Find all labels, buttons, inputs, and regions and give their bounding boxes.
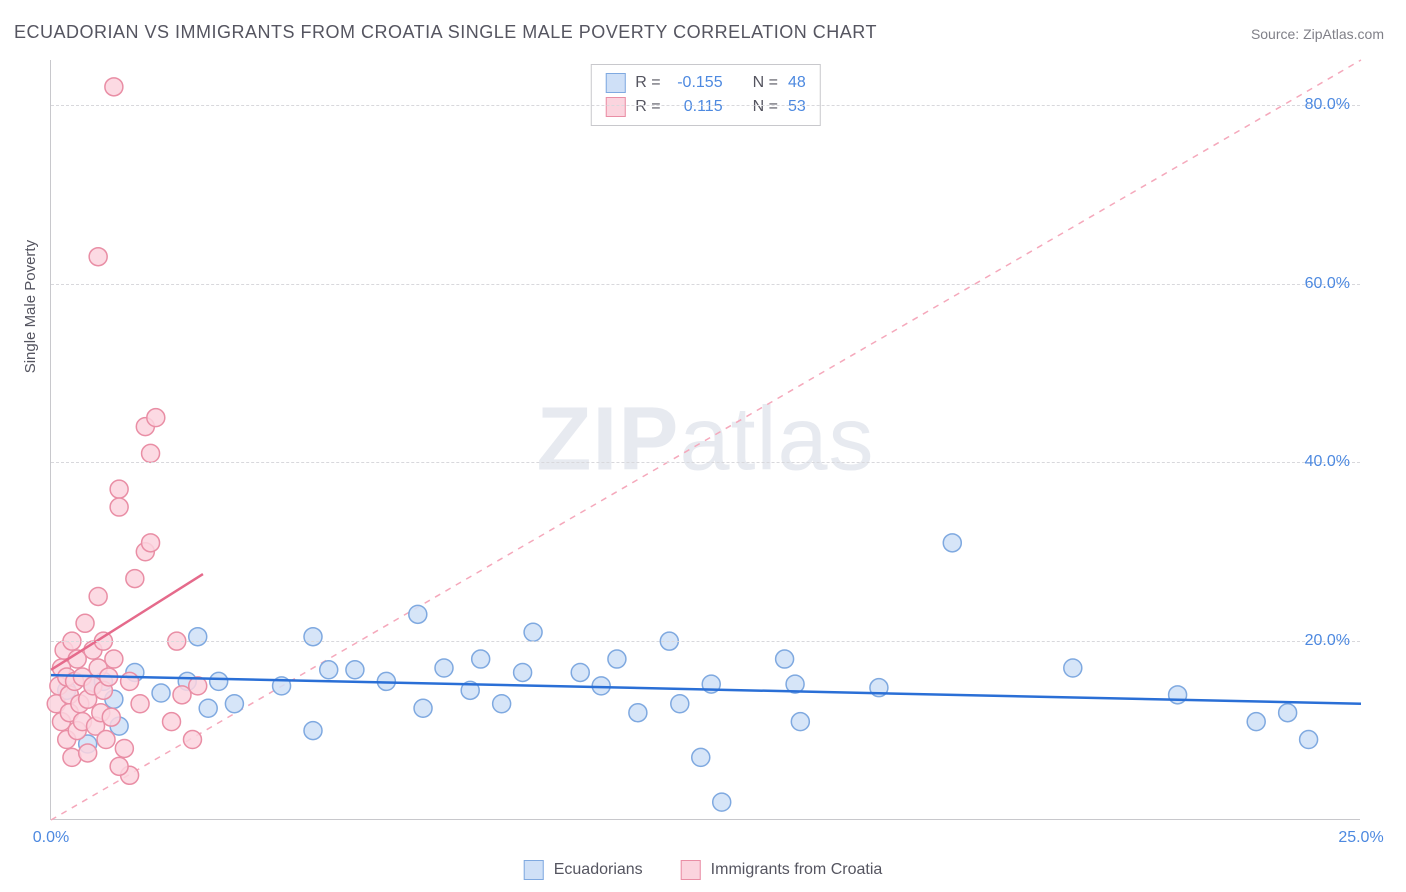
data-point-series-0 <box>791 713 809 731</box>
r-label-1: R = <box>635 95 660 119</box>
r-value-1: 0.115 <box>671 95 723 119</box>
data-point-series-0 <box>943 534 961 552</box>
data-point-series-0 <box>692 748 710 766</box>
n-label-0: N = <box>753 71 778 95</box>
data-point-series-0 <box>524 623 542 641</box>
n-value-1: 53 <box>788 95 806 119</box>
data-point-series-1 <box>79 744 97 762</box>
n-label-1: N = <box>753 95 778 119</box>
legend-item-1: Immigrants from Croatia <box>681 860 883 880</box>
data-point-series-0 <box>225 695 243 713</box>
data-point-series-0 <box>435 659 453 677</box>
legend-swatch-1 <box>681 860 701 880</box>
stats-legend: R = -0.155 N = 48 R = 0.115 N = 53 <box>590 64 820 126</box>
data-point-series-1 <box>115 739 133 757</box>
data-point-series-1 <box>126 570 144 588</box>
data-point-series-0 <box>571 663 589 681</box>
data-point-series-0 <box>304 628 322 646</box>
data-point-series-1 <box>102 708 120 726</box>
gridline <box>51 462 1360 463</box>
trend-line-series-1 <box>51 574 203 670</box>
data-point-series-1 <box>89 587 107 605</box>
data-point-series-1 <box>110 480 128 498</box>
data-point-series-1 <box>121 672 139 690</box>
legend-label-1: Immigrants from Croatia <box>711 861 883 879</box>
swatch-series-0 <box>605 73 625 93</box>
data-point-series-1 <box>147 409 165 427</box>
data-point-series-1 <box>142 534 160 552</box>
data-point-series-0 <box>189 628 207 646</box>
xtick-label: 0.0% <box>33 829 69 847</box>
data-point-series-1 <box>173 686 191 704</box>
r-label-0: R = <box>635 71 660 95</box>
data-point-series-0 <box>1247 713 1265 731</box>
chart-canvas <box>51 60 1361 820</box>
data-point-series-0 <box>320 661 338 679</box>
ytick-label: 80.0% <box>1305 96 1350 114</box>
data-point-series-1 <box>110 757 128 775</box>
data-point-series-0 <box>629 704 647 722</box>
data-point-series-0 <box>152 684 170 702</box>
data-point-series-0 <box>414 699 432 717</box>
data-point-series-0 <box>472 650 490 668</box>
data-point-series-0 <box>1279 704 1297 722</box>
data-point-series-0 <box>608 650 626 668</box>
data-point-series-1 <box>163 713 181 731</box>
data-point-series-1 <box>110 498 128 516</box>
data-point-series-1 <box>105 650 123 668</box>
xtick-label: 25.0% <box>1338 829 1383 847</box>
chart-title: ECUADORIAN VS IMMIGRANTS FROM CROATIA SI… <box>14 22 877 43</box>
data-point-series-0 <box>1064 659 1082 677</box>
r-value-0: -0.155 <box>671 71 723 95</box>
data-point-series-1 <box>97 731 115 749</box>
data-point-series-0 <box>346 661 364 679</box>
ytick-label: 20.0% <box>1305 632 1350 650</box>
data-point-series-0 <box>514 663 532 681</box>
identity-line <box>51 60 1361 820</box>
data-point-series-1 <box>142 444 160 462</box>
data-point-series-0 <box>199 699 217 717</box>
swatch-series-1 <box>605 97 625 117</box>
data-point-series-0 <box>304 722 322 740</box>
bottom-legend: Ecuadorians Immigrants from Croatia <box>524 860 883 880</box>
data-point-series-0 <box>210 672 228 690</box>
data-point-series-0 <box>1300 731 1318 749</box>
gridline <box>51 641 1360 642</box>
gridline <box>51 105 1360 106</box>
data-point-series-1 <box>89 248 107 266</box>
legend-label-0: Ecuadorians <box>554 861 643 879</box>
plot-area: ZIPatlas R = -0.155 N = 48 R = 0.115 N =… <box>50 60 1360 820</box>
data-point-series-0 <box>776 650 794 668</box>
stats-row-series-0: R = -0.155 N = 48 <box>605 71 805 95</box>
ytick-label: 40.0% <box>1305 453 1350 471</box>
legend-item-0: Ecuadorians <box>524 860 643 880</box>
gridline <box>51 284 1360 285</box>
data-point-series-0 <box>409 605 427 623</box>
legend-swatch-0 <box>524 860 544 880</box>
data-point-series-0 <box>493 695 511 713</box>
n-value-0: 48 <box>788 71 806 95</box>
data-point-series-1 <box>131 695 149 713</box>
y-axis-label: Single Male Poverty <box>22 240 39 373</box>
source-attribution: Source: ZipAtlas.com <box>1251 26 1384 42</box>
ytick-label: 60.0% <box>1305 275 1350 293</box>
data-point-series-0 <box>713 793 731 811</box>
data-point-series-0 <box>671 695 689 713</box>
stats-row-series-1: R = 0.115 N = 53 <box>605 95 805 119</box>
data-point-series-1 <box>76 614 94 632</box>
data-point-series-1 <box>105 78 123 96</box>
data-point-series-1 <box>183 731 201 749</box>
